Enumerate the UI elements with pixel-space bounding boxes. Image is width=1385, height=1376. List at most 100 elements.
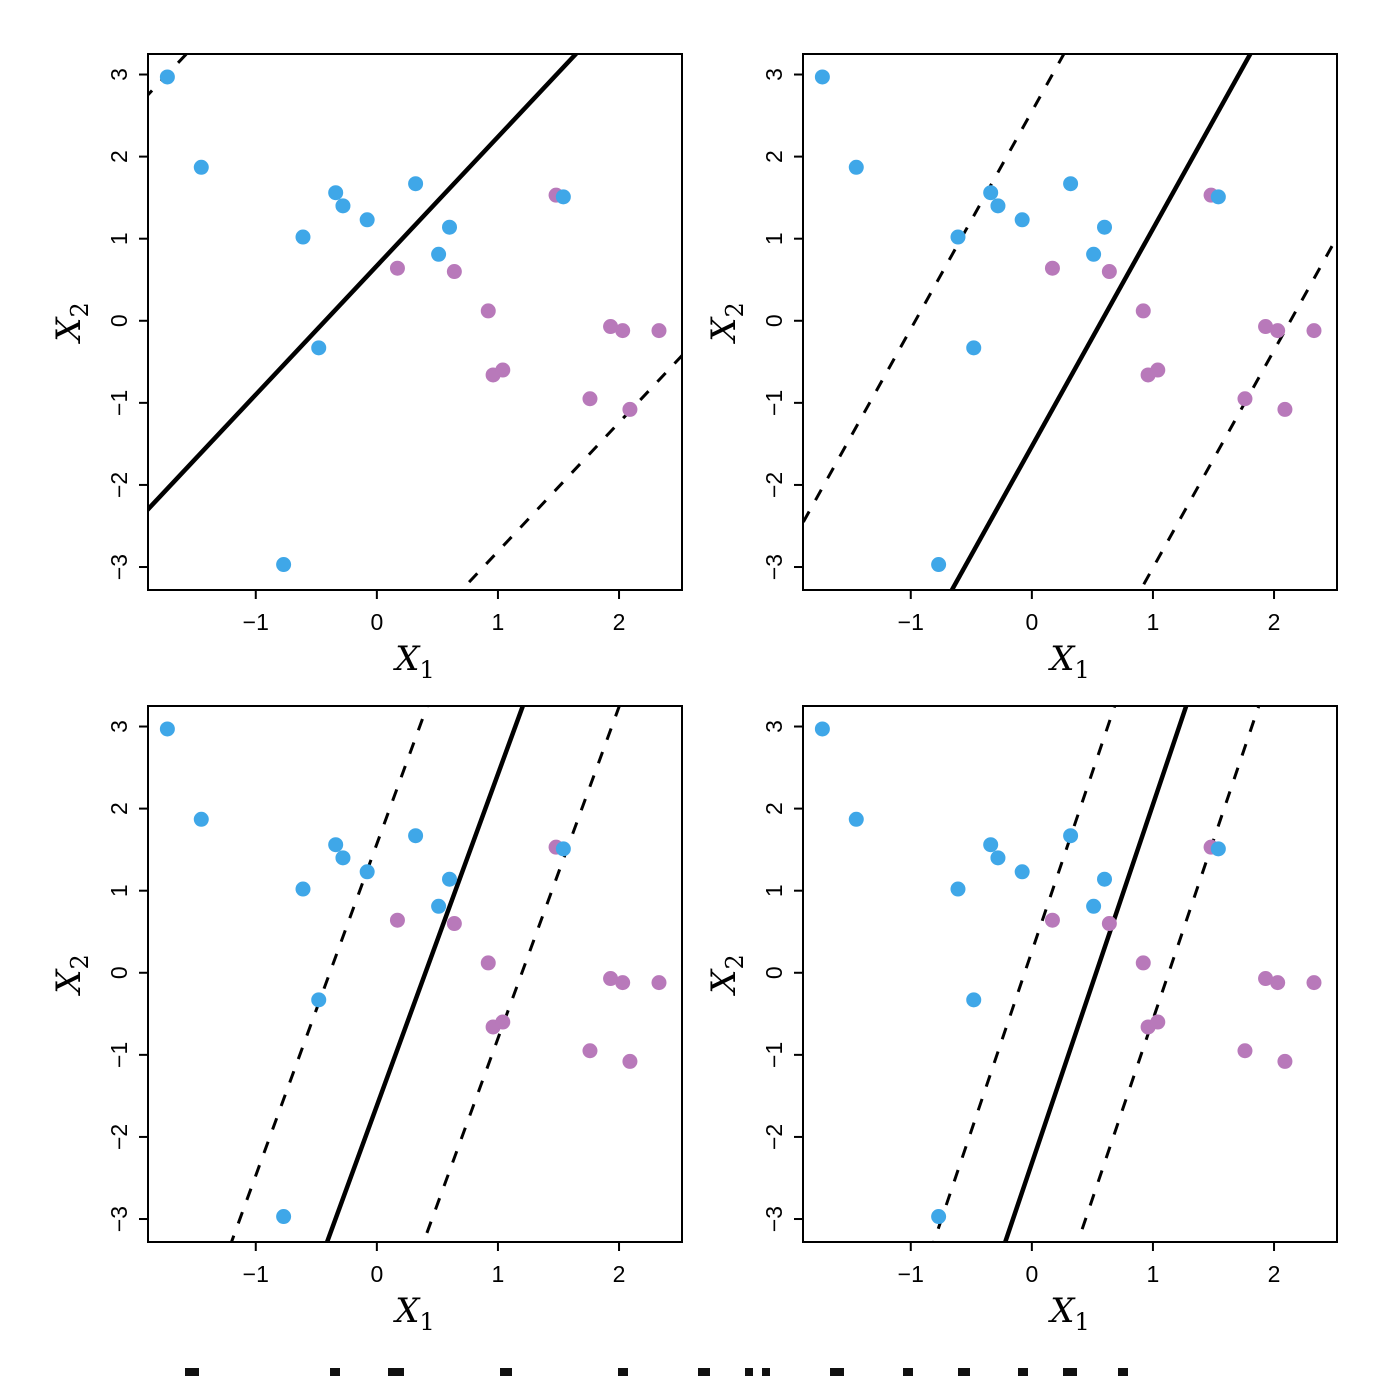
decision-boundary	[148, 54, 579, 513]
data-point-class-blue	[431, 246, 447, 262]
data-point-class-blue	[1097, 219, 1113, 235]
y-tick-label: 3	[761, 720, 787, 733]
x-tick-label: 0	[370, 609, 383, 635]
data-point-class-purple	[1237, 1043, 1253, 1059]
x-tick-label: 2	[613, 609, 626, 635]
data-point-class-blue	[159, 69, 175, 85]
data-point-class-purple	[1258, 971, 1274, 987]
data-point-class-purple	[1270, 975, 1286, 991]
data-point-class-purple	[495, 362, 511, 378]
y-tick-label: 2	[761, 802, 787, 815]
cropped-caption-fragment	[1118, 1368, 1128, 1376]
y-tick-label: −1	[106, 390, 132, 416]
data-point-class-blue	[966, 992, 982, 1008]
data-point-class-purple	[603, 971, 619, 987]
y-tick-label: 0	[761, 314, 787, 327]
data-point-class-blue	[848, 811, 864, 827]
data-point-class-purple	[622, 1053, 638, 1069]
margin-line	[459, 353, 682, 590]
data-point-class-blue	[193, 159, 209, 175]
data-point-class-blue	[442, 871, 458, 887]
x-tick-label: 0	[1025, 609, 1038, 635]
data-point-class-blue	[931, 557, 947, 573]
data-point-class-purple	[1101, 916, 1117, 932]
data-point-class-purple	[1306, 975, 1322, 991]
margin-line	[1076, 706, 1261, 1242]
data-point-class-purple	[480, 955, 496, 971]
data-point-class-purple	[1258, 319, 1274, 335]
x-tick-label: −1	[243, 609, 269, 635]
margin-line	[932, 706, 1117, 1242]
data-point-class-purple	[446, 916, 462, 932]
x-tick-label: −1	[898, 1261, 924, 1287]
y-tick-label: 1	[761, 884, 787, 897]
data-point-class-purple	[1101, 264, 1117, 280]
data-point-class-blue	[990, 850, 1006, 866]
data-point-class-blue	[1210, 841, 1226, 857]
y-tick-label: 0	[106, 966, 132, 979]
data-point-class-blue	[335, 198, 351, 214]
cropped-caption-fragment	[903, 1368, 913, 1376]
y-axis-label: X2	[49, 954, 94, 997]
y-tick-label: 3	[106, 68, 132, 81]
data-point-class-purple	[651, 975, 667, 991]
data-point-class-blue	[311, 340, 327, 356]
y-tick-label: 3	[761, 68, 787, 81]
data-point-class-blue	[555, 841, 571, 857]
y-tick-label: 1	[761, 232, 787, 245]
y-tick-label: −2	[106, 472, 132, 498]
y-tick-label: 2	[106, 802, 132, 815]
cropped-caption-fragment	[388, 1368, 404, 1376]
data-point-class-blue	[1063, 176, 1079, 192]
data-point-class-blue	[1210, 189, 1226, 205]
x-axis-label: X1	[1047, 639, 1090, 684]
panel-top-left: −1 0 1 2 −3 −2 −1 0 1 2 3 X1 X2	[49, 53, 683, 684]
data-point-class-blue	[555, 189, 571, 205]
data-point-class-purple	[582, 391, 598, 407]
data-point-class-purple	[1135, 303, 1151, 319]
data-point-class-purple	[1277, 401, 1293, 417]
y-tick-label: 2	[761, 150, 787, 163]
data-point-class-blue	[193, 811, 209, 827]
y-tick-label: −3	[761, 1206, 787, 1232]
y-tick-label: −2	[106, 1124, 132, 1150]
data-point-class-purple	[582, 1043, 598, 1059]
data-point-class-blue	[1014, 864, 1030, 880]
y-tick-label: −2	[761, 472, 787, 498]
y-tick-label: 1	[106, 884, 132, 897]
data-point-class-blue	[990, 198, 1006, 214]
decision-boundary	[949, 54, 1253, 590]
y-tick-label: −1	[106, 1042, 132, 1068]
y-tick-label: 0	[761, 966, 787, 979]
data-point-class-blue	[431, 898, 447, 914]
data-point-class-purple	[1306, 323, 1322, 339]
data-point-class-purple	[1277, 1053, 1293, 1069]
y-tick-label: −2	[761, 1124, 787, 1150]
x-tick-label: 2	[1268, 1261, 1281, 1287]
cropped-caption-fragment	[958, 1368, 970, 1376]
cropped-caption-fragment	[745, 1368, 753, 1376]
x-axis-label: X1	[1047, 1291, 1090, 1336]
cropped-caption-fragment	[1063, 1368, 1077, 1376]
decision-boundary	[1002, 706, 1189, 1242]
data-point-class-purple	[389, 912, 405, 928]
data-point-class-purple	[651, 323, 667, 339]
cropped-caption-fragment	[330, 1368, 340, 1376]
x-tick-label: 1	[1147, 1261, 1160, 1287]
data-point-class-blue	[276, 1209, 292, 1225]
cropped-caption-fragment	[762, 1368, 770, 1376]
y-axis-label: X2	[704, 302, 749, 345]
data-point-class-purple	[1150, 362, 1166, 378]
data-point-class-blue	[311, 992, 327, 1008]
panel-bottom-right: −1 0 1 2 −3 −2 −1 0 1 2 3 X1 X2	[704, 705, 1338, 1336]
y-tick-label: 3	[106, 720, 132, 733]
x-tick-label: 1	[1147, 609, 1160, 635]
data-point-class-blue	[983, 185, 999, 201]
y-tick-label: 0	[106, 314, 132, 327]
data-point-class-purple	[1237, 391, 1253, 407]
x-tick-label: 1	[492, 1261, 505, 1287]
x-axis-label: X1	[392, 1291, 435, 1336]
plot-box	[147, 53, 683, 591]
x-tick-label: 0	[370, 1261, 383, 1287]
data-point-class-blue	[814, 721, 830, 737]
